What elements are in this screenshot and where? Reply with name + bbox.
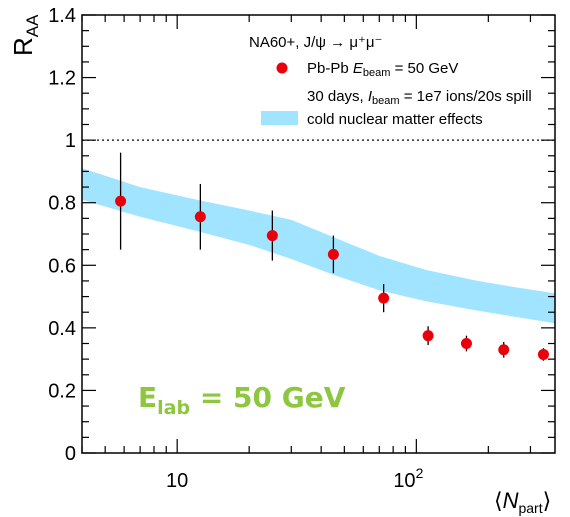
x-tick-label-100: 102	[393, 465, 423, 492]
y-tick-label: 1	[65, 130, 76, 152]
legend-label-pbpb: Pb-Pb Ebeam = 50 GeV	[307, 60, 458, 79]
legend-label-conditions-d: = 1e7 ions/20s spill	[400, 88, 532, 105]
legend-label-conditions: 30 days, Ibeam = 1e7 ions/20s spill	[307, 88, 532, 107]
x-tick-label-10: 10	[166, 470, 188, 492]
y-tick-label: 0	[65, 443, 76, 465]
x-tick-label-100-exponent: 2	[416, 465, 424, 481]
legend-label-conditions-c: beam	[372, 95, 400, 107]
data-point	[460, 338, 472, 349]
data-point	[327, 248, 339, 260]
y-tick-label: 0.4	[48, 318, 76, 340]
x-axis-title-close: ⟩	[543, 488, 552, 513]
legend-header: NA60+, J/ψ → μ⁺μ⁻	[249, 34, 382, 51]
energy-annotation: Elab = 50 GeV	[138, 381, 346, 419]
data-point	[498, 344, 510, 356]
legend-marker-pbpb	[276, 62, 288, 74]
data-point	[537, 348, 549, 360]
energy-annotation-value: = 50 GeV	[190, 381, 346, 414]
energy-annotation-sub: lab	[157, 397, 190, 419]
y-axis-title: RAA	[8, 14, 42, 56]
y-tick-label: 0.2	[48, 380, 76, 402]
data-point	[115, 195, 127, 207]
x-axis-title-open: ⟨	[494, 488, 503, 513]
y-axis-title-main: R	[8, 37, 38, 56]
data-point	[194, 211, 206, 223]
data-point	[378, 292, 390, 304]
legend-label-pbpb-a: Pb-Pb	[307, 60, 353, 77]
y-tick-label: 1.4	[48, 5, 76, 27]
data-point	[266, 230, 278, 242]
legend-label-pbpb-b: E	[353, 60, 364, 77]
legend-label-conditions-a: 30 days,	[307, 88, 368, 105]
data-point	[422, 330, 434, 342]
x-axis-title-sub: part	[518, 500, 542, 516]
energy-annotation-main: E	[138, 381, 157, 414]
x-axis-title: ⟨Npart⟩	[494, 488, 551, 516]
y-tick-label: 0.8	[48, 193, 76, 215]
legend-label-conditions-b: I	[368, 88, 372, 105]
y-tick-label: 0.6	[48, 255, 76, 277]
y-tick-label: 1.2	[48, 68, 76, 90]
legend-label-pbpb-c: beam	[363, 67, 391, 79]
y-axis-title-sub: AA	[23, 14, 42, 37]
x-tick-label-100-base: 10	[393, 470, 415, 492]
x-axis-title-main: N	[503, 488, 519, 513]
legend-label-pbpb-d: = 50 GeV	[390, 60, 458, 77]
legend-marker-band	[261, 111, 298, 125]
legend: NA60+, J/ψ → μ⁺μ⁻ Pb-Pb Ebeam = 50 GeV 3…	[249, 34, 532, 128]
legend-label-band: cold nuclear matter effects	[307, 111, 483, 128]
